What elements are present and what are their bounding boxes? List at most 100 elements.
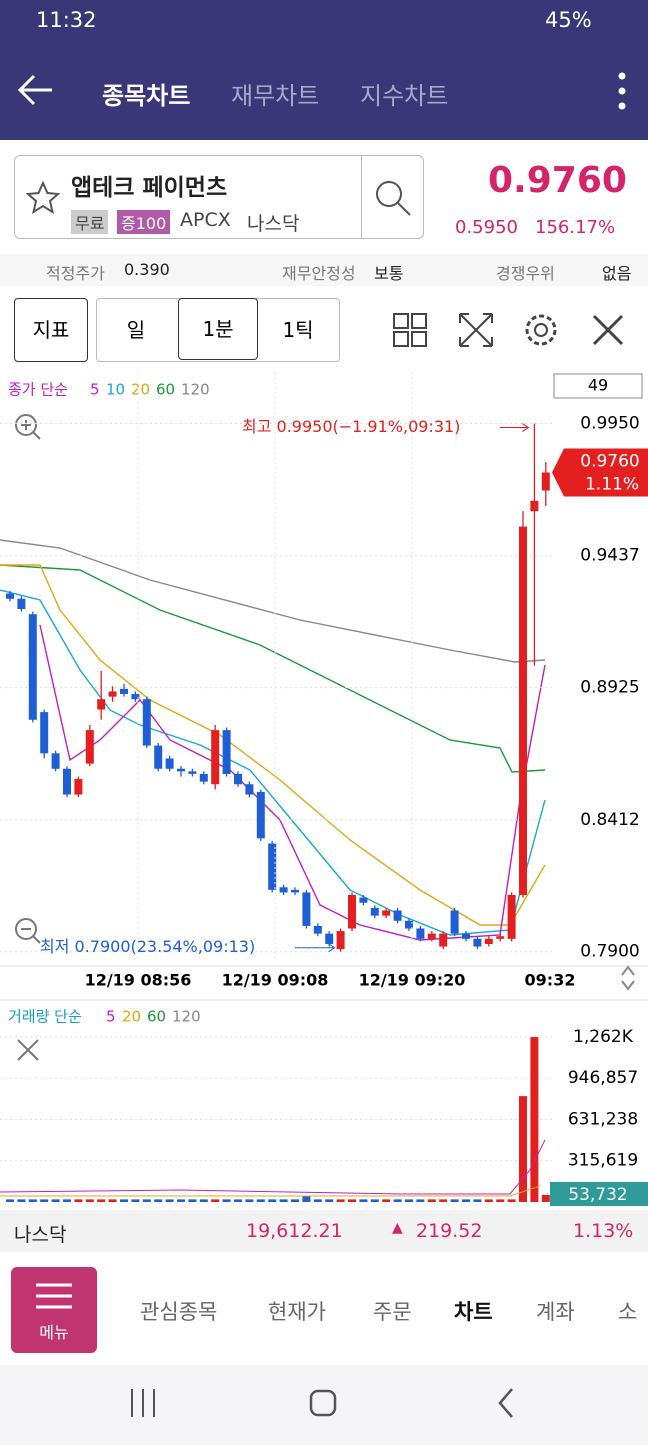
period-button[interactable]: 1틱	[282, 318, 314, 342]
legend-item: 20	[122, 1008, 141, 1026]
candle-body	[63, 768, 71, 795]
x-tick-label: 12/19 09:20	[359, 971, 466, 990]
price-panel	[0, 370, 648, 970]
volume-ma	[0, 1185, 541, 1197]
candle-body	[313, 925, 322, 934]
candle-body	[496, 936, 505, 939]
ma-line	[0, 539, 546, 663]
price-change-pct: 156.17%	[535, 217, 616, 238]
info-row: 적정주가 0.390 재무안정성 보통 경쟁우위 없음	[0, 254, 648, 286]
volume-bar	[348, 1199, 356, 1202]
price-change: 0.5950	[455, 217, 518, 238]
indicator-button[interactable]: 지표	[14, 298, 88, 362]
y-tick-label: 0.9437	[580, 546, 639, 566]
current-price: 0.9760	[488, 160, 627, 201]
favorite-star[interactable]	[25, 180, 61, 216]
label: 적정주가	[46, 264, 105, 283]
volume-bar	[108, 1199, 117, 1202]
candle-body	[188, 771, 197, 774]
nav-item-active[interactable]: 차트	[454, 1300, 493, 1324]
candle-body	[336, 931, 345, 950]
volume-bar	[74, 1199, 83, 1202]
tab-active[interactable]: 종목차트	[102, 82, 191, 110]
min-annotation: 최저 0.7900(23.54%,09:13)	[40, 937, 255, 956]
volume-bar	[63, 1199, 71, 1202]
volume-bar	[439, 1199, 448, 1202]
volume-ma	[0, 1139, 546, 1195]
candle-body	[165, 758, 174, 769]
volume-bar	[462, 1199, 470, 1202]
candle-body	[74, 779, 83, 795]
volume-bar	[473, 1199, 482, 1202]
candle-body	[199, 773, 208, 782]
volume-bar	[530, 1037, 539, 1202]
nav-item[interactable]: 주문	[373, 1300, 412, 1324]
legend-item: 60	[156, 381, 175, 399]
volume-bar	[85, 1199, 94, 1202]
candle-body	[279, 887, 288, 893]
nav-item[interactable]: 소	[618, 1300, 638, 1324]
nav-item[interactable]: 관심종목	[140, 1300, 218, 1324]
min-arrow	[295, 943, 336, 953]
legend-title: 거래량 단순	[8, 1008, 82, 1026]
zoom-icons[interactable]	[15, 414, 41, 1061]
candle-body	[359, 897, 368, 903]
volume-bar	[370, 1199, 379, 1202]
app-header: 11:32 45% 종목차트 재무차트 지수차트	[0, 0, 648, 140]
candle-body	[382, 910, 391, 916]
candle-body	[245, 784, 254, 795]
legend-item: 120	[181, 381, 210, 399]
tab[interactable]: 지수차트	[360, 82, 449, 110]
index-name: 나스닥	[14, 1224, 67, 1246]
volume-bar	[6, 1199, 14, 1202]
candle-body	[177, 768, 185, 772]
volume-last: 53,732	[568, 1185, 627, 1205]
x-tick-label: 12/19 09:08	[222, 971, 329, 990]
candle-body	[405, 920, 413, 929]
tab[interactable]: 재무차트	[231, 82, 320, 110]
volume-bar	[291, 1199, 299, 1202]
last-price: 0.9760	[580, 451, 639, 471]
period-button[interactable]: 일	[126, 318, 146, 342]
index-value: 19,612.21	[246, 1220, 343, 1242]
menu-button[interactable]: 메뉴	[11, 1267, 97, 1353]
candle-body	[291, 889, 299, 893]
nav-item[interactable]: 계좌	[536, 1300, 575, 1324]
x-tick-label: 09:32	[525, 971, 576, 990]
candle-body	[541, 472, 550, 491]
menu-label: 메뉴	[39, 1323, 69, 1342]
more-menu[interactable]	[612, 70, 632, 114]
candle-body	[268, 843, 277, 890]
ma-line	[0, 564, 546, 773]
stock-search-box[interactable]: 앱테크 페이먼츠 무료 증100 APCX 나스닥	[14, 155, 424, 239]
index-change-pct: 1.13%	[573, 1220, 634, 1242]
candle-body	[142, 699, 151, 746]
nav-item[interactable]: 현재가	[268, 1300, 326, 1324]
volume-bar	[245, 1199, 254, 1202]
candle-body	[427, 933, 436, 939]
volume-bar	[256, 1199, 265, 1202]
candle-body	[484, 938, 493, 944]
system-buttons[interactable]	[0, 1365, 648, 1445]
menu-icon	[36, 1283, 72, 1309]
value: 없음	[602, 264, 632, 283]
volume-bar	[51, 1199, 60, 1202]
market: 나스닥	[247, 213, 300, 235]
candle-body	[507, 895, 516, 939]
legend-item: 60	[147, 1008, 166, 1026]
candle-body	[393, 910, 402, 921]
volume-bar	[131, 1199, 140, 1202]
volume-bar	[541, 1194, 550, 1202]
volume-bar	[325, 1199, 334, 1202]
last-price-tag	[552, 448, 648, 497]
back-button[interactable]	[16, 72, 56, 108]
max-annotation: 최고 0.9950(−1.91%,09:31)	[242, 417, 460, 436]
search-icon[interactable]	[373, 178, 413, 218]
badge: 증100	[117, 210, 171, 234]
scroll-arrows[interactable]	[621, 965, 635, 991]
battery: 45%	[545, 8, 592, 32]
toolbar-icons[interactable]	[390, 310, 640, 350]
y-tick-label: 0.8412	[580, 810, 639, 830]
period-button-active[interactable]: 1분	[178, 298, 258, 360]
